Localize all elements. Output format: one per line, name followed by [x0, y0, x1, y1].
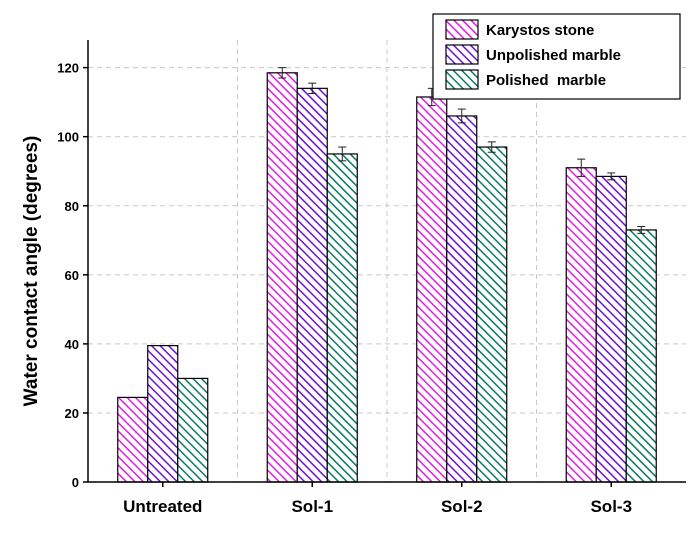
legend-label: Unpolished marble [486, 47, 621, 64]
y-tick-label: 0 [72, 475, 79, 490]
y-tick-label: 80 [65, 199, 79, 214]
bar-untreated-1 [147, 345, 179, 483]
bar-untreated-0 [117, 396, 149, 483]
legend: Karystos stone Unpolished marble Polished … [432, 13, 681, 100]
bar-sol-3-1 [595, 175, 627, 483]
error-bar [338, 146, 347, 162]
x-category-label: Sol-2 [441, 497, 483, 516]
bar-sol-1-2 [326, 153, 358, 483]
bar-sol-3-2 [625, 229, 657, 483]
y-axis-title: Water contact angle (degrees) [21, 136, 42, 407]
bar-sol-1-1 [296, 87, 328, 483]
bar-sol-1-0 [266, 72, 298, 483]
x-category-label: Untreated [123, 497, 202, 516]
error-bar [278, 67, 287, 79]
error-bar [577, 158, 586, 177]
error-bar [637, 225, 646, 234]
error-bar [607, 172, 616, 181]
y-tick-label: 120 [57, 61, 79, 76]
grid [88, 40, 686, 482]
x-category-label: Sol-3 [590, 497, 632, 516]
bar-sol-2-2 [476, 146, 508, 483]
y-tick-label: 40 [65, 337, 79, 352]
bar-sol-2-1 [446, 115, 478, 483]
bar-sol-2-0 [416, 96, 448, 483]
legend-swatch [445, 44, 479, 65]
bar-untreated-2 [177, 377, 209, 483]
legend-swatch [445, 69, 479, 90]
axes: 0 20 40 60 80 100 120 Untreated Sol-1 Sol-2 Sol-3 [57, 40, 686, 516]
legend-label: Polished marble [486, 72, 606, 89]
bars [117, 67, 657, 483]
error-bar [457, 108, 466, 124]
legend-label: Karystos stone [486, 22, 594, 39]
y-tick-label: 60 [65, 268, 79, 283]
legend-swatch [445, 19, 479, 40]
y-tick-label: 20 [65, 406, 79, 421]
x-category-label: Sol-1 [291, 497, 333, 516]
error-bar [308, 82, 317, 95]
bar-sol-3-0 [565, 167, 597, 483]
error-bar [487, 141, 496, 153]
y-tick-label: 100 [57, 130, 79, 145]
